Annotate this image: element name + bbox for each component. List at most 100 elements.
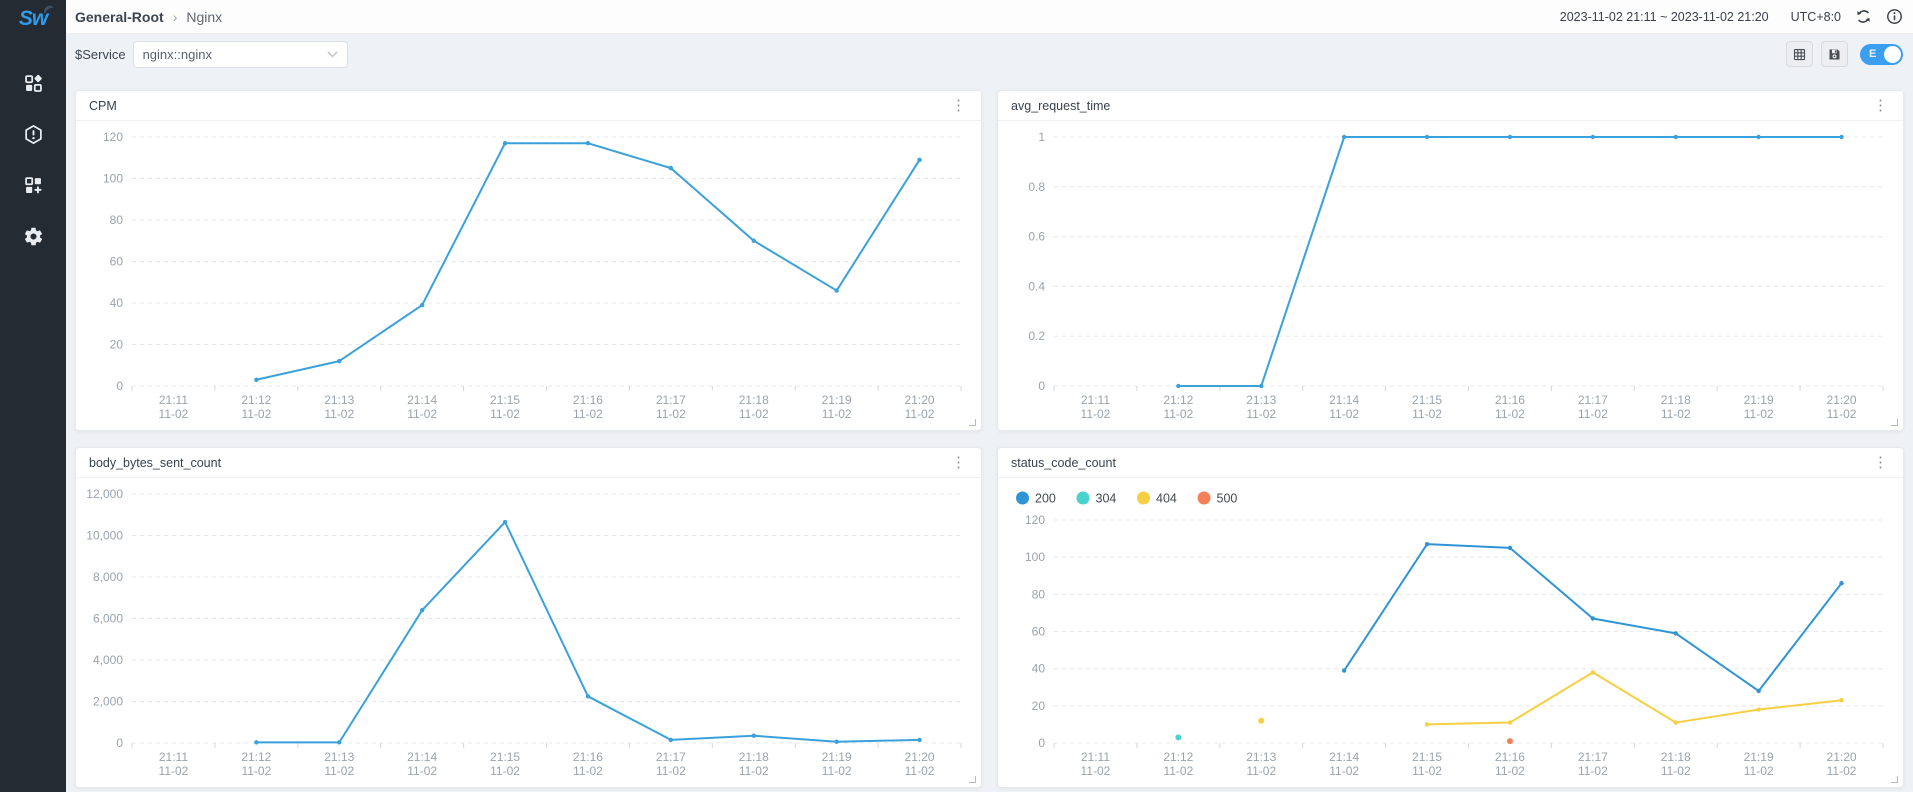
- svg-text:4,000: 4,000: [93, 653, 123, 667]
- svg-text:21:19: 21:19: [1744, 393, 1774, 407]
- chart-svg: 02040608010012021:1111-0221:1211-0221:13…: [103, 130, 962, 421]
- svg-text:11-02: 11-02: [822, 407, 852, 421]
- legend-dot[interactable]: [1016, 491, 1029, 505]
- svg-text:21:18: 21:18: [739, 750, 769, 764]
- info-button[interactable]: [1886, 8, 1903, 25]
- refresh-button[interactable]: [1855, 8, 1872, 25]
- resize-handle-icon[interactable]: [1891, 419, 1898, 426]
- chart-svg: 02040608010012021:1111-0221:1211-0221:13…: [1016, 491, 1884, 778]
- svg-text:11-02: 11-02: [241, 407, 271, 421]
- svg-text:21:20: 21:20: [905, 750, 935, 764]
- svg-text:11-02: 11-02: [1495, 407, 1525, 421]
- legend-dot[interactable]: [1197, 491, 1211, 505]
- card-menu-icon[interactable]: ⋮: [951, 97, 966, 114]
- svg-text:0: 0: [1038, 736, 1045, 750]
- sidebar-item-new-dashboard[interactable]: [0, 160, 66, 211]
- svg-text:11-02: 11-02: [1827, 407, 1857, 421]
- chart-canvas-avg-request-time[interactable]: 0 0.2 0.4 0.6 0.8 1 21:11 11-02 21:12 11-02 21:13 1…: [998, 121, 1903, 430]
- card-menu-icon[interactable]: ⋮: [1873, 97, 1888, 114]
- svg-text:11-02: 11-02: [739, 764, 769, 778]
- logo-swoosh-icon: [44, 5, 54, 14]
- legend-label[interactable]: 200: [1035, 492, 1056, 506]
- grid-diamond-icon: [24, 74, 42, 92]
- legend-label[interactable]: 404: [1156, 492, 1177, 506]
- service-select[interactable]: nginx::nginx: [132, 40, 348, 68]
- layout-grid-button[interactable]: [1786, 41, 1813, 67]
- save-button[interactable]: [1821, 41, 1848, 67]
- svg-text:11-02: 11-02: [1661, 407, 1691, 421]
- svg-text:11-02: 11-02: [905, 407, 935, 421]
- svg-text:11-02: 11-02: [1744, 407, 1774, 421]
- svg-text:0.2: 0.2: [1028, 329, 1045, 343]
- chart-title: avg_request_time: [1011, 98, 1111, 113]
- svg-text:21:12: 21:12: [1163, 393, 1193, 407]
- chart-canvas-body-bytes-sent-count[interactable]: 0 2,000 4,000 6,000 8,000 10,000 12,000 21:11 11…: [76, 478, 981, 787]
- legend-label[interactable]: 500: [1217, 492, 1238, 506]
- chevron-down-icon: [327, 50, 338, 58]
- svg-text:21:16: 21:16: [573, 750, 603, 764]
- svg-text:11-02: 11-02: [1661, 764, 1691, 778]
- header-controls: 2023-11-02 21:11 ~ 2023-11-02 21:20 UTC+…: [1560, 8, 1903, 25]
- svg-text:100: 100: [1025, 550, 1045, 564]
- svg-text:1: 1: [1038, 130, 1045, 144]
- card-menu-icon[interactable]: ⋮: [951, 454, 966, 471]
- svg-text:21:13: 21:13: [324, 393, 354, 407]
- svg-text:21:18: 21:18: [1661, 393, 1691, 407]
- svg-text:11-02: 11-02: [1329, 764, 1359, 778]
- svg-text:21:19: 21:19: [822, 750, 852, 764]
- svg-text:21:15: 21:15: [490, 750, 520, 764]
- sidebar-item-alerting[interactable]: [0, 109, 66, 160]
- chart-canvas-cpm[interactable]: 0 20 40 60 80 100 120 21:11 11-02 21:12 11-02 21:13…: [76, 121, 981, 430]
- edit-mode-toggle[interactable]: E: [1860, 43, 1903, 65]
- svg-text:21:14: 21:14: [1329, 393, 1359, 407]
- breadcrumb-root[interactable]: General-Root: [75, 8, 164, 25]
- svg-text:11-02: 11-02: [656, 407, 686, 421]
- gear-icon: [24, 227, 42, 246]
- svg-text:21:12: 21:12: [241, 750, 271, 764]
- svg-text:11-02: 11-02: [407, 764, 437, 778]
- svg-text:11-02: 11-02: [241, 764, 271, 778]
- legend-dot[interactable]: [1076, 491, 1090, 505]
- chart-canvas-status-code-count[interactable]: 0 20 40 60 80 100 120 21:11 11-02 21:12 11-02 21:13…: [998, 478, 1903, 787]
- chart-title: status_code_count: [1011, 455, 1116, 470]
- svg-text:11-02: 11-02: [490, 407, 520, 421]
- svg-text:21:15: 21:15: [490, 393, 520, 407]
- legend-dot[interactable]: [1137, 491, 1150, 505]
- svg-text:11-02: 11-02: [1329, 407, 1359, 421]
- app-logo[interactable]: Sw: [19, 2, 54, 36]
- svg-text:11-02: 11-02: [159, 764, 189, 778]
- card-menu-icon[interactable]: ⋮: [1873, 454, 1888, 471]
- svg-text:8,000: 8,000: [93, 570, 123, 584]
- svg-text:2,000: 2,000: [93, 695, 123, 709]
- toggle-knob: [1884, 45, 1901, 63]
- refresh-icon: [1857, 10, 1870, 23]
- resize-handle-icon[interactable]: [1891, 776, 1898, 783]
- svg-text:80: 80: [1032, 587, 1046, 601]
- legend-label[interactable]: 304: [1096, 492, 1117, 506]
- breadcrumb: General-Root › Nginx: [75, 9, 222, 25]
- svg-text:0: 0: [116, 379, 123, 393]
- svg-text:0: 0: [1038, 379, 1045, 393]
- resize-handle-icon[interactable]: [969, 419, 976, 426]
- svg-text:21:17: 21:17: [1578, 750, 1608, 764]
- svg-text:21:12: 21:12: [1163, 750, 1193, 764]
- chart-card-body-bytes-sent-count: body_bytes_sent_count ⋮ 0 2,000 4,000 6,000…: [75, 447, 982, 788]
- time-range-picker[interactable]: 2023-11-02 21:11 ~ 2023-11-02 21:20: [1559, 9, 1769, 24]
- sidebar-item-settings[interactable]: [0, 211, 66, 262]
- hexagon-alert-icon: [24, 125, 42, 144]
- svg-text:21:14: 21:14: [407, 393, 437, 407]
- grid-plus-icon: [24, 177, 41, 194]
- svg-text:11-02: 11-02: [1578, 764, 1608, 778]
- svg-text:120: 120: [103, 130, 123, 144]
- svg-text:0.4: 0.4: [1028, 279, 1045, 293]
- sidebar-item-dashboards[interactable]: [0, 58, 66, 109]
- svg-text:11-02: 11-02: [1827, 764, 1857, 778]
- svg-text:21:18: 21:18: [739, 393, 769, 407]
- svg-text:11-02: 11-02: [822, 764, 852, 778]
- chart-card-avg-request-time: avg_request_time ⋮ 0 0.2 0.4 0.6 0.8 1 21:11 11…: [997, 90, 1904, 431]
- svg-text:11-02: 11-02: [324, 764, 354, 778]
- chart-title: body_bytes_sent_count: [89, 455, 222, 470]
- resize-handle-icon[interactable]: [969, 776, 976, 783]
- svg-text:40: 40: [110, 296, 124, 310]
